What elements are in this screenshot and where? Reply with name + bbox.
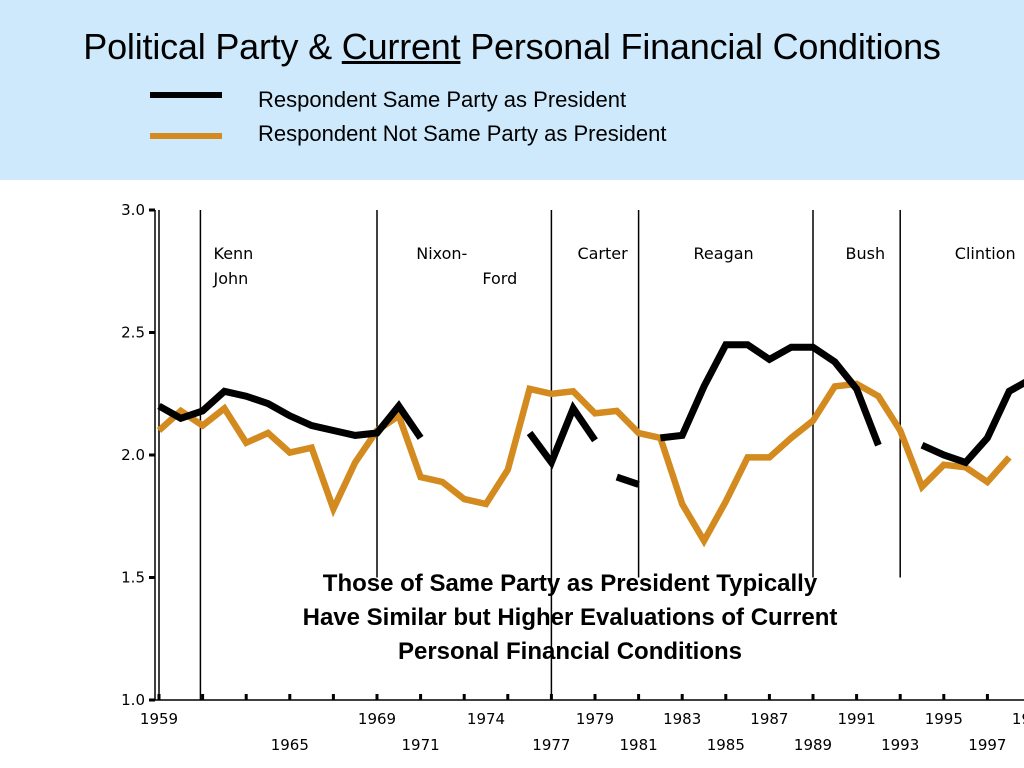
x-tick-label-bottom: 1971: [402, 736, 440, 754]
administration-label: Bush: [846, 244, 886, 263]
x-tick-label-bottom: 1989: [794, 736, 832, 754]
x-tick-label-bottom: 1981: [620, 736, 658, 754]
chart-title: Political Party & Current Personal Finan…: [0, 26, 1024, 68]
line-chart: 1.0 1.5 2.0 2.5 3.0 1959 1969 1974 1979 1983 1987 1…: [121, 201, 1024, 754]
chart-axes: 1.0 1.5 2.0 2.5 3.0 1959 1969 1974 1979 1983 1987 1…: [121, 201, 1024, 754]
y-tick-label: 1.0: [121, 691, 145, 709]
x-tick-label-top: 1991: [838, 710, 876, 728]
series-line-not-same-party: [156, 380, 1012, 548]
x-tick-label-bottom: 1965: [271, 736, 309, 754]
x-tick-label-top: 1969: [358, 710, 396, 728]
administration-label-line: John: [213, 269, 249, 288]
y-tick-label: 2.5: [121, 324, 145, 342]
legend-swatch-not-same-party: [150, 133, 222, 139]
x-tick-label-bottom: 1985: [707, 736, 745, 754]
x-tick-label-top: 1983: [663, 710, 701, 728]
administration-label-line: Bush: [846, 244, 886, 263]
x-tick-label-bottom: 1997: [968, 736, 1006, 754]
y-tick-label: 3.0: [121, 201, 145, 219]
legend-label-not-same-party: Respondent Not Same Party as President: [258, 121, 667, 146]
administration-label-line: Carter: [577, 244, 628, 263]
administration-labels: Kenn John Nixon- Ford Carter Reagan Bush Clint…: [213, 244, 1016, 288]
title-text-current: Current: [341, 26, 461, 67]
administration-label: Reagan: [694, 244, 754, 263]
series-line-same-party: [526, 401, 598, 470]
administration-label: Kenn John: [213, 244, 254, 288]
administration-label-line: Reagan: [694, 244, 754, 263]
title-text-part3: Personal Financial Conditions: [460, 26, 941, 67]
chart-annotation: Those of Same Party as President Typical…: [302, 570, 838, 665]
administration-label-line: Nixon-: [416, 244, 467, 263]
x-tick-label-top: 1995: [925, 710, 963, 728]
x-tick-label-top: 1974: [467, 710, 505, 728]
administration-label-line: Ford: [416, 269, 517, 288]
y-tick-label: 2.0: [121, 446, 145, 464]
title-text-part1: Political Party &: [83, 26, 342, 67]
x-tick-label-bottom: 1993: [881, 736, 919, 754]
legend-label-same-party: Respondent Same Party as President: [258, 87, 627, 112]
title-banner: Political Party & Current Personal Finan…: [0, 0, 1024, 180]
administration-label: Nixon- Ford: [416, 244, 517, 288]
x-tick-label-top: 1987: [750, 710, 788, 728]
term-boundaries: [158, 210, 901, 700]
y-tick-label: 1.5: [121, 569, 145, 587]
x-tick-label-bottom: 1977: [532, 736, 570, 754]
administration-label-line: Kenn: [214, 244, 254, 263]
x-tick-label-top: 1959: [140, 710, 178, 728]
administration-label: Clintion: [955, 244, 1016, 263]
administration-label-line: Clintion: [955, 244, 1016, 263]
administration-label: Carter: [577, 244, 628, 263]
x-tick-label-top: 1999: [1012, 710, 1024, 728]
series-line-same-party: [920, 379, 1024, 467]
series-line-same-party: [660, 341, 882, 447]
series-line-same-party: [157, 387, 424, 440]
series-lines: [156, 341, 1024, 548]
legend-swatch-same-party: [150, 92, 222, 98]
x-tick-label-top: 1979: [576, 710, 614, 728]
series-line-same-party: [615, 473, 640, 488]
